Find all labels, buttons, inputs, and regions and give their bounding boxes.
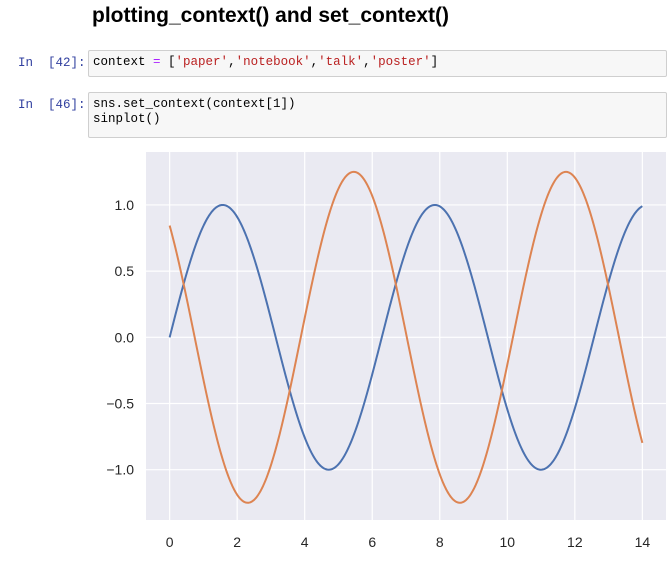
cell-prompt-42: In [42]: [18,56,86,70]
page-title: plotting_context() and set_context() [92,4,450,27]
x-tick-label: 0 [166,534,174,550]
code-token: , [363,55,371,69]
code-token: 'poster' [370,55,431,69]
code-cell-42[interactable]: context = ['paper','notebook','talk','po… [88,50,667,77]
code-line: context = ['paper','notebook','talk','po… [93,55,662,70]
x-tick-label: 2 [233,534,241,550]
code-line: sns.set_context(context[1]) [93,97,662,112]
code-line: sinplot() [93,112,662,127]
x-tick-label: 12 [567,534,583,550]
y-tick-label: −1.0 [106,462,134,478]
code-token: sns.set_context(context[1]) [93,97,296,111]
code-token: 'talk' [318,55,364,69]
x-tick-label: 8 [436,534,444,550]
cell-prompt-46: In [46]: [18,98,86,112]
x-tick-label: 14 [635,534,651,550]
code-token: = [153,55,161,69]
code-token: , [228,55,236,69]
series-line-2 [168,170,644,504]
code-token: sinplot() [93,112,161,126]
code-token: ] [430,55,439,69]
y-tick-label: 1.0 [115,197,135,213]
code-token: 'paper' [175,55,229,69]
code-token: , [310,55,319,69]
y-tick-label: 0.0 [115,329,135,345]
sin-plot: 0 2 4 6 8 10 12 14 −1.0 −0.5 0.0 0.5 1.0 [106,152,666,550]
x-tick-label: 4 [301,534,309,550]
x-tick-label: 10 [500,534,516,550]
code-token: [ [160,55,176,69]
code-token: 'notebook' [235,55,311,69]
y-tick-label: −0.5 [106,396,134,412]
y-tick-label: 0.5 [115,263,135,279]
code-token: context [93,55,154,69]
code-cell-46[interactable]: sns.set_context(context[1]) sinplot() [88,92,667,138]
x-tick-label: 6 [368,534,376,550]
series-line-1 [168,203,643,471]
